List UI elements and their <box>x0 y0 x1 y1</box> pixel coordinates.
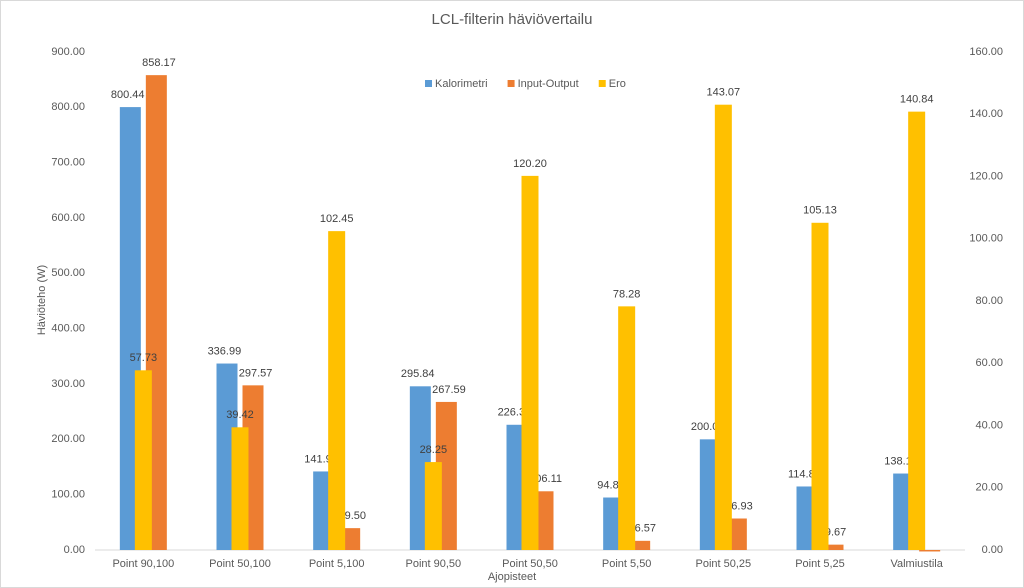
legend-swatch <box>598 80 606 87</box>
y2-tick-label: 120.00 <box>969 170 1003 182</box>
x-tick-label: Point 90,50 <box>406 558 462 570</box>
data-label: 120.20 <box>513 158 547 170</box>
bar <box>521 175 539 550</box>
y-tick-label: 200.00 <box>51 433 85 445</box>
data-label: 39.50 <box>339 510 367 522</box>
legend-label: Ero <box>609 78 626 90</box>
y-axis-title: Häviöteho (W) <box>36 265 48 335</box>
bar <box>811 222 829 550</box>
data-label: 9.67 <box>825 527 846 539</box>
x-axis-title: Ajopisteet <box>488 571 536 583</box>
bar <box>714 104 732 550</box>
x-tick-label: Point 90,100 <box>112 558 174 570</box>
bar <box>231 427 249 550</box>
data-label: 102.45 <box>320 213 354 225</box>
data-label: 57.73 <box>130 352 158 364</box>
y-tick-label: 500.00 <box>51 267 85 279</box>
y-tick-label: 700.00 <box>51 157 85 169</box>
bar <box>629 540 651 550</box>
bar <box>919 550 941 552</box>
x-tick-label: Point 5,50 <box>602 558 652 570</box>
y-tick-label: 0.00 <box>64 544 85 556</box>
x-tick-label: Point 50,50 <box>502 558 558 570</box>
y2-tick-label: 20.00 <box>975 482 1003 494</box>
data-label: 78.28 <box>613 288 641 300</box>
data-label: 858.17 <box>142 57 176 69</box>
data-label: 297.57 <box>239 367 273 379</box>
data-label: 295.84 <box>401 368 435 380</box>
x-tick-label: Point 5,100 <box>309 558 365 570</box>
y-tick-label: 800.00 <box>51 101 85 113</box>
legend-label: Input-Output <box>518 78 579 90</box>
y2-tick-label: 0.00 <box>982 544 1003 556</box>
x-tick-label: Valmiustila <box>890 558 943 570</box>
data-label: 140.84 <box>900 94 934 106</box>
y2-tick-label: 80.00 <box>975 295 1003 307</box>
bar <box>134 370 152 550</box>
legend-swatch <box>425 80 432 87</box>
x-tick-label: Point 50,25 <box>696 558 752 570</box>
y-tick-label: 900.00 <box>51 46 85 58</box>
y2-tick-label: 100.00 <box>969 233 1003 245</box>
data-label: 16.57 <box>629 523 657 535</box>
data-label: 143.07 <box>707 87 741 99</box>
y-tick-label: 600.00 <box>51 212 85 224</box>
data-label: 800.44 <box>111 89 145 101</box>
x-tick-label: Point 50,100 <box>209 558 271 570</box>
y2-tick-label: 60.00 <box>975 357 1003 369</box>
data-label: 56.93 <box>725 500 753 512</box>
data-label: 94.85 <box>597 479 625 491</box>
bar <box>328 231 346 550</box>
y-tick-label: 300.00 <box>51 378 85 390</box>
y-tick-label: 100.00 <box>51 489 85 501</box>
bar <box>618 306 636 550</box>
data-label: 28.25 <box>420 444 448 456</box>
y2-tick-label: 140.00 <box>969 108 1003 120</box>
legend-swatch <box>507 80 515 87</box>
y-tick-label: 400.00 <box>51 323 85 335</box>
y2-tick-label: 40.00 <box>975 419 1003 431</box>
chart-title: LCL-filterin häviövertailu <box>432 11 593 28</box>
data-label: 105.13 <box>803 205 837 217</box>
bar <box>424 462 442 550</box>
y2-tick-label: 160.00 <box>969 46 1003 58</box>
data-label: 267.59 <box>432 384 466 396</box>
x-tick-label: Point 5,25 <box>795 558 845 570</box>
legend-label: Kalorimetri <box>435 78 488 90</box>
bar <box>822 544 844 550</box>
data-label: 39.42 <box>226 409 254 421</box>
data-label: 336.99 <box>208 345 242 357</box>
bar <box>908 111 926 550</box>
